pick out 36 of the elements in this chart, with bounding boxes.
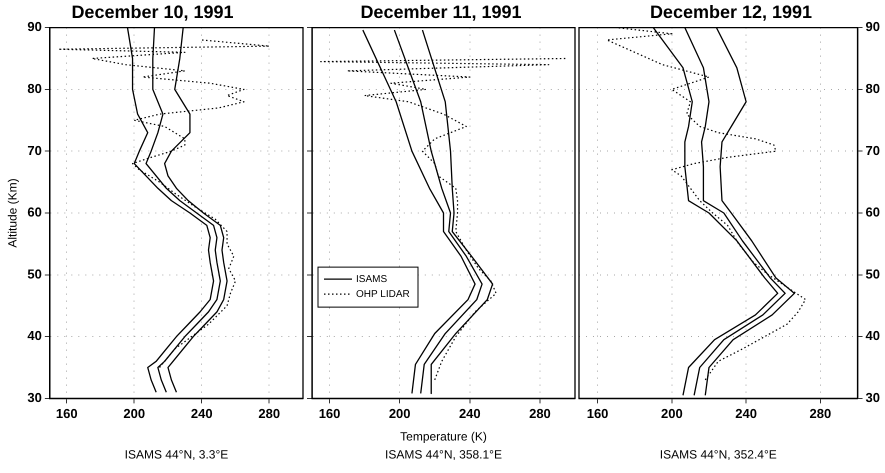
x-tick-label: 200 (123, 406, 146, 421)
legend-label: OHP LIDAR (356, 288, 410, 300)
y-tick-label: 80 (27, 80, 42, 96)
x-tick-label: 160 (318, 406, 340, 421)
x-axis-title: Temperature (K) (400, 429, 487, 444)
chart-title: December 10, 1991 (71, 2, 234, 22)
x-tick-label: 280 (258, 406, 280, 421)
legend-label: ISAMS (356, 274, 388, 285)
x-tick-label: 240 (458, 406, 481, 421)
y2-tick-label: 70 (866, 142, 880, 158)
y-tick-label: 60 (27, 204, 42, 220)
x-tick-label: 240 (190, 406, 213, 421)
x-tick-label: 240 (735, 406, 757, 421)
y-tick-label: 40 (27, 328, 42, 344)
y2-tick-label: 30 (866, 390, 880, 405)
y2-tick-label: 60 (866, 204, 880, 220)
y2-tick-label: 80 (866, 80, 880, 96)
y2-tick-label: 90 (866, 19, 880, 34)
y-tick-label: 70 (27, 142, 42, 158)
text: ISAMS 44°N, 352.4°E (660, 447, 777, 462)
y-tick-label: 30 (27, 390, 42, 405)
y-tick-label: 90 (27, 19, 42, 34)
y2-tick-label: 40 (866, 328, 880, 344)
x-tick-label: 160 (586, 406, 608, 421)
x-tick-label: 160 (56, 406, 78, 421)
chart-title: December 11, 1991 (360, 2, 522, 22)
x-tick-label: 280 (810, 406, 832, 421)
x-tick-label: 280 (529, 406, 551, 421)
y2-tick-label: 50 (866, 266, 880, 282)
x-tick-label: 200 (660, 406, 683, 421)
text: ISAMS 44°N, 3.3°E (124, 447, 228, 462)
y-tick-label: 50 (27, 266, 42, 282)
text: ISAMS 44°N, 358.1°E (385, 447, 502, 462)
chart-title: December 12, 1991 (650, 2, 812, 22)
x-tick-label: 200 (388, 406, 411, 421)
y-axis-title: Altitude (Km) (6, 178, 20, 248)
